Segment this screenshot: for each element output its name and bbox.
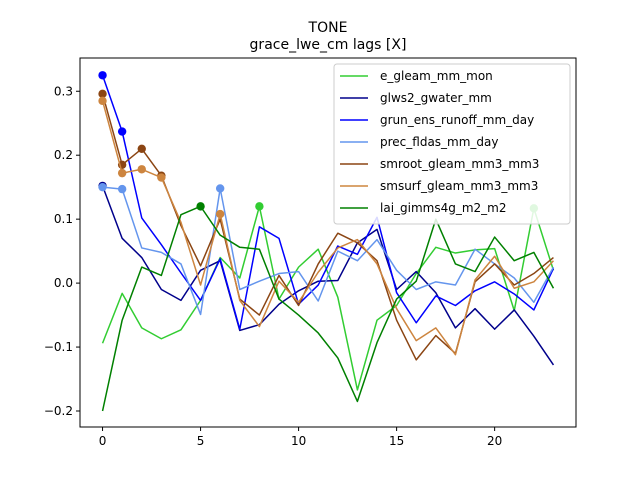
series-line-smsurf_gleam_mm3_mm3 xyxy=(101,100,554,356)
x-tick-label: 0 xyxy=(99,434,107,448)
data-point-smsurf_gleam_mm3_mm3-6 xyxy=(215,209,225,219)
legend-label-glws2_gwater_mm: glws2_gwater_mm xyxy=(380,91,492,105)
data-point-prec_fldas_mm_day-0 xyxy=(98,182,107,192)
x-tick-label: 5 xyxy=(197,434,205,448)
axes: 0 5 10 15 20 −0.2 −0.1 0.0 0.1 0.2 0.3 xyxy=(44,84,502,448)
data-point-smsurf_gleam_mm3_mm3-1 xyxy=(117,168,127,178)
plot-area xyxy=(98,71,555,412)
legend-label-grun_ens_runoff_mm_day: grun_ens_runoff_mm_day xyxy=(380,113,534,127)
series-line-glws2_gwater_mm xyxy=(101,185,555,366)
y-tick-label: −0.2 xyxy=(44,404,73,418)
data-point-prec_fldas_mm_day-6 xyxy=(215,184,225,193)
chart-subtitle: grace_lwe_cm lags [X] xyxy=(250,37,407,53)
y-tick-label: −0.1 xyxy=(44,340,73,354)
data-point-grun_ens_runoff_mm_day-0 xyxy=(98,71,107,80)
series-line-grun_ens_runoff_mm_day xyxy=(101,75,555,330)
y-tick-label: 0.3 xyxy=(54,84,73,98)
x-tick-label: 20 xyxy=(487,434,502,448)
data-point-prec_fldas_mm_day-1 xyxy=(117,184,127,194)
x-tick-label: 15 xyxy=(389,434,404,448)
chart-title: TONE xyxy=(308,20,348,36)
series-line-lai_gimms4g_m2_m2 xyxy=(101,205,555,412)
data-point-smroot_gleam_mm3_mm3-0 xyxy=(98,89,107,99)
legend-label-lai_gimms4g_m2_m2: lai_gimms4g_m2_m2 xyxy=(380,201,507,215)
y-tick-label: 0.2 xyxy=(54,148,73,162)
series-line-e_gleam_mm_mon xyxy=(101,205,555,391)
data-point-e_gleam_mm_mon-8 xyxy=(255,202,264,211)
legend-label-prec_fldas_mm_day: prec_fldas_mm_day xyxy=(380,135,499,149)
series-line-prec_fldas_mm_day xyxy=(102,186,555,316)
legend-label-smroot_gleam_mm3_mm3: smroot_gleam_mm3_mm3 xyxy=(380,157,539,171)
legend-box xyxy=(333,63,571,225)
data-point-grun_ens_runoff_mm_day-1 xyxy=(117,127,127,136)
plot-frame xyxy=(79,57,577,428)
y-tick-label: 0.0 xyxy=(54,276,73,290)
data-point-lai_gimms4g_m2_m2-5 xyxy=(196,202,205,211)
data-point-smroot_gleam_mm3_mm3-2 xyxy=(137,144,146,154)
x-tick-label: 10 xyxy=(291,434,306,448)
legend-label-smsurf_gleam_mm3_mm3: smsurf_gleam_mm3_mm3 xyxy=(380,179,538,193)
data-point-smsurf_gleam_mm3_mm3-0 xyxy=(98,96,107,106)
legend-label-e_gleam_mm_mon: e_gleam_mm_mon xyxy=(380,69,493,83)
data-point-smsurf_gleam_mm3_mm3-3 xyxy=(157,173,166,182)
legend: e_gleam_mm_mon glws2_gwater_mm grun_ens_ru… xyxy=(333,63,571,225)
y-tick-label: 0.1 xyxy=(54,212,73,226)
data-point-smsurf_gleam_mm3_mm3-2 xyxy=(137,165,146,174)
series-line-smroot_gleam_mm3_mm3 xyxy=(101,93,554,361)
